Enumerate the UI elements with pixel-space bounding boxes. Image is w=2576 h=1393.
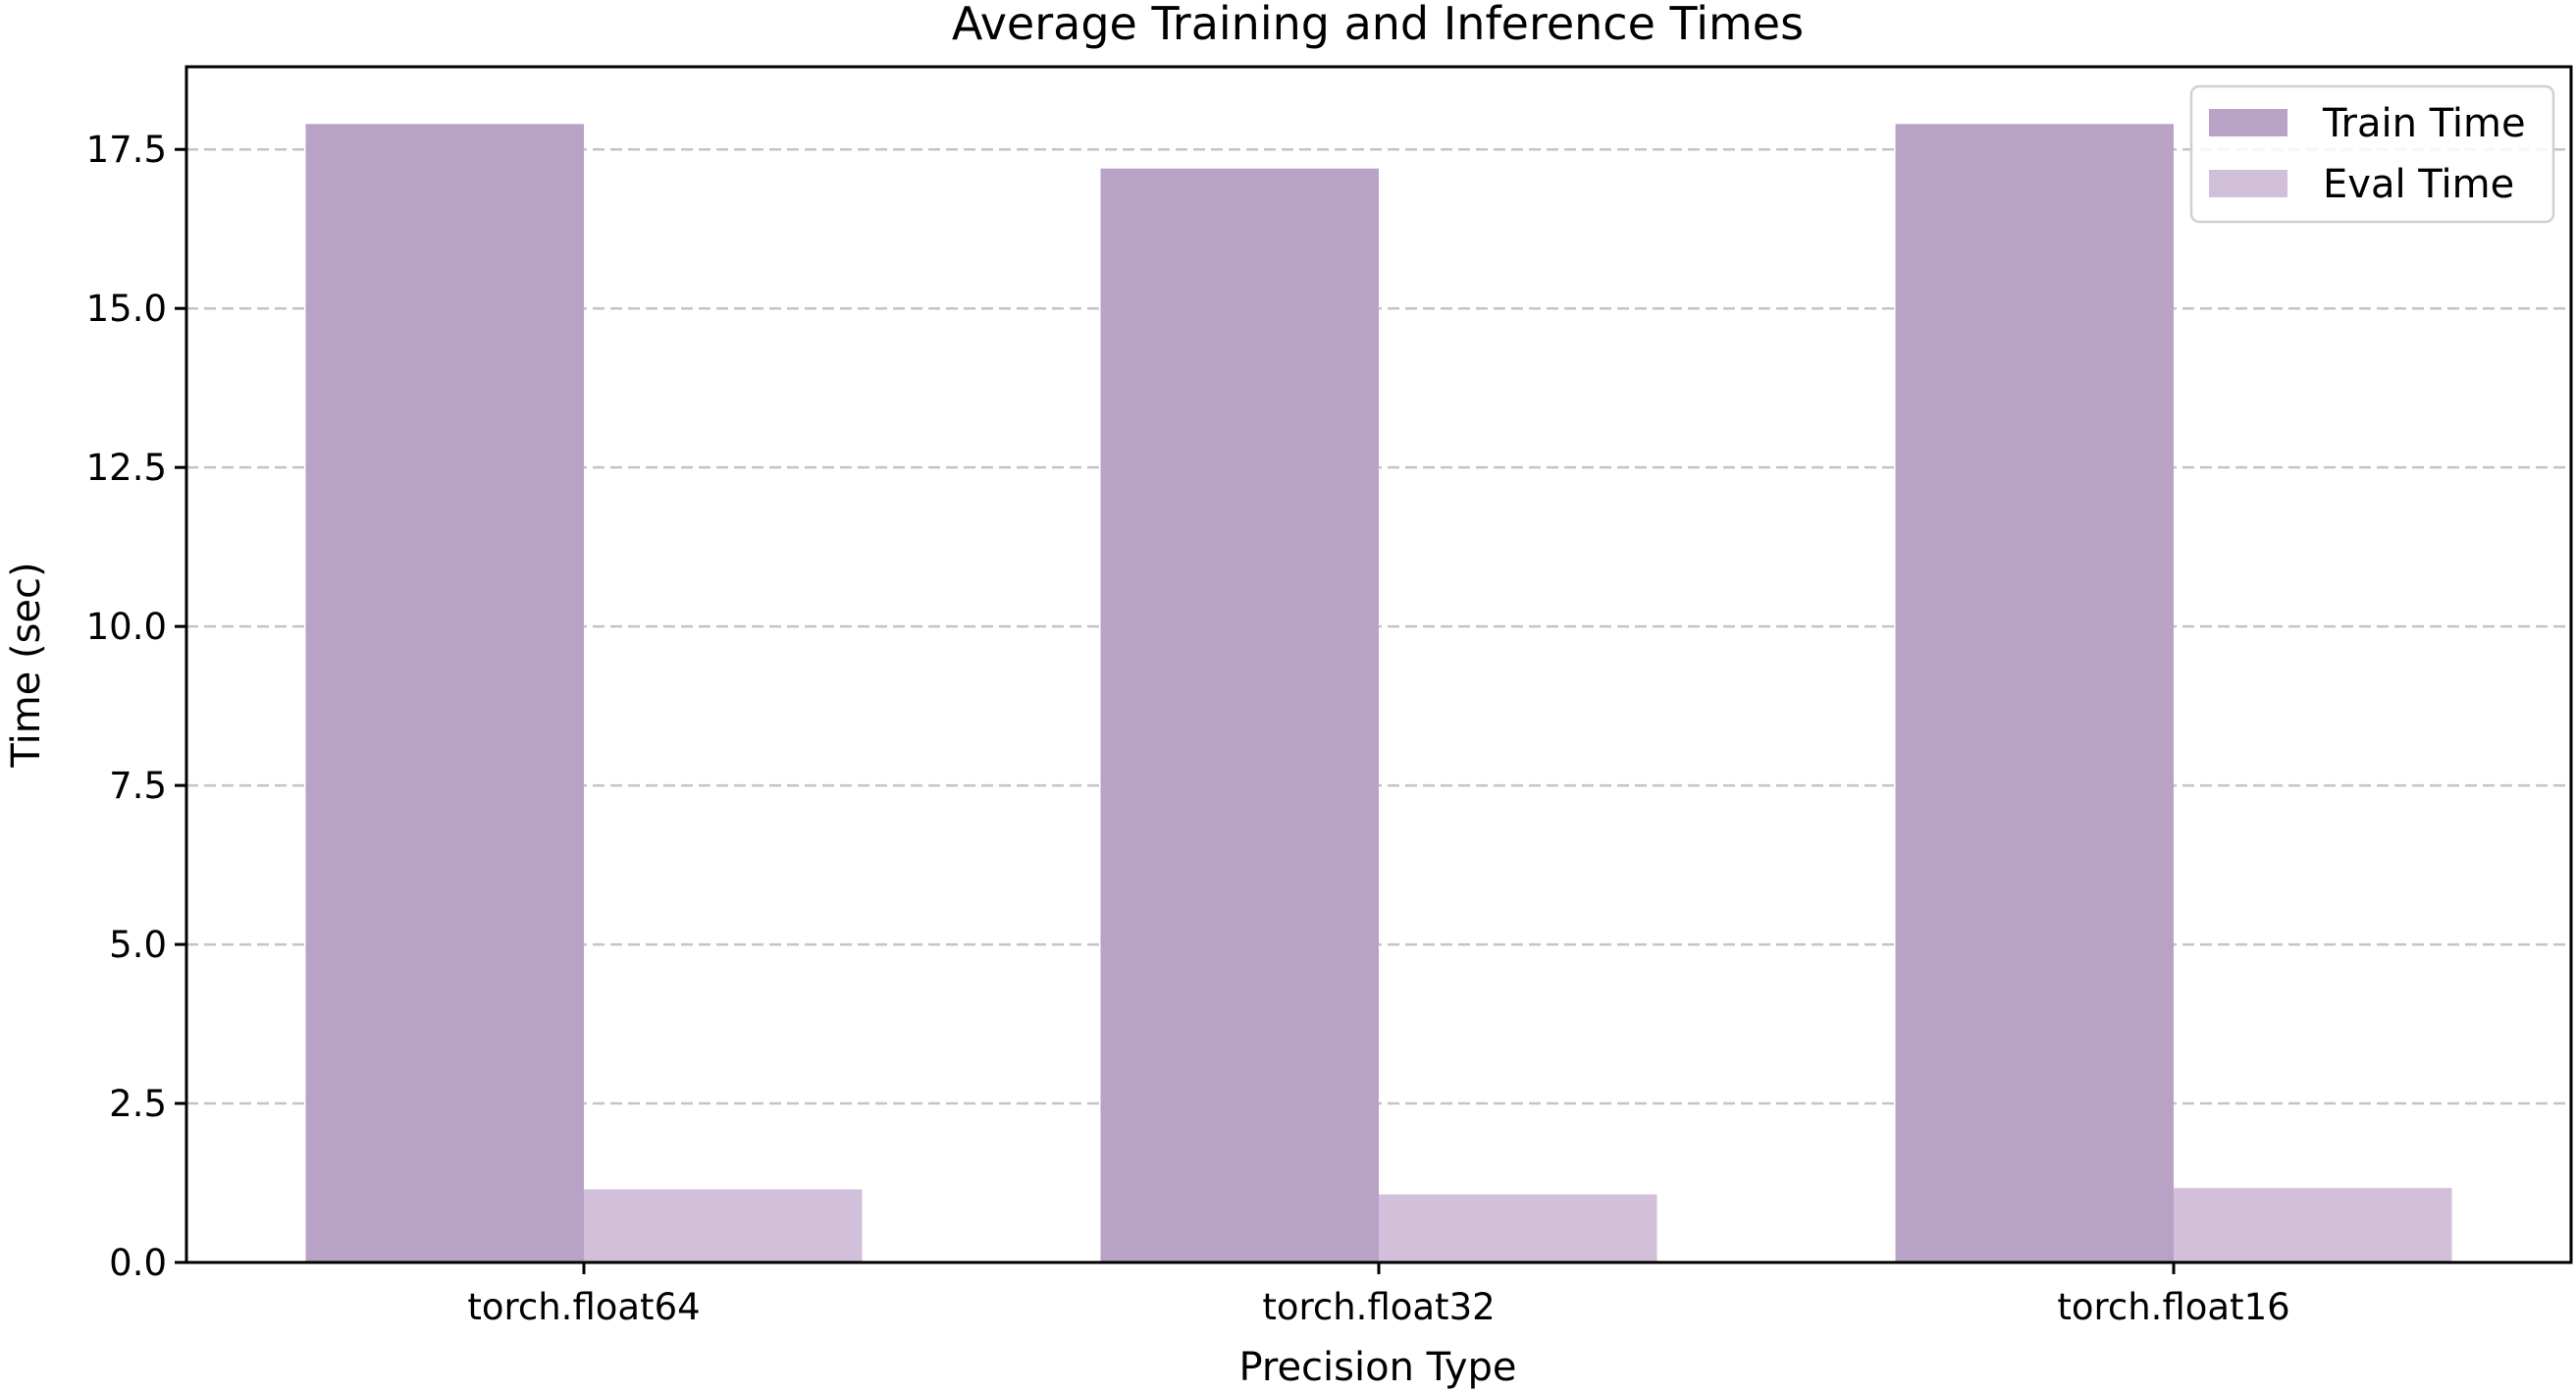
bars [305, 124, 2452, 1263]
legend: Train Time Eval Time [2189, 84, 2555, 224]
x-axis-ticks: torch.float64 torch.float32 torch.float16 [467, 1262, 2290, 1328]
x-axis-label: Precision Type [1238, 1345, 1516, 1390]
y-tick-label: 2.5 [109, 1083, 167, 1125]
legend-label: Eval Time [2323, 162, 2514, 207]
y-tick-label: 7.5 [109, 765, 167, 807]
bar-eval-1 [1379, 1194, 1657, 1262]
chart-title: Average Training and Inference Times [952, 0, 1804, 50]
legend-swatch [2209, 109, 2287, 136]
y-axis-label: Time (sec) [4, 562, 49, 768]
bar-train-2 [1895, 124, 2174, 1263]
y-tick-label: 0.0 [109, 1242, 167, 1284]
y-tick-label: 15.0 [86, 288, 167, 330]
legend-label: Train Time [2322, 101, 2526, 146]
bar-train-0 [305, 124, 584, 1263]
y-tick-label: 17.5 [86, 129, 167, 171]
y-tick-label: 10.0 [86, 606, 167, 648]
y-axis-ticks: 0.0 2.5 5.0 7.5 10.0 12.5 15.0 17.5 [86, 129, 186, 1284]
x-tick-label: torch.float64 [467, 1286, 700, 1328]
x-tick-label: torch.float32 [1262, 1286, 1495, 1328]
y-tick-label: 5.0 [109, 924, 167, 966]
bar-eval-2 [2174, 1188, 2452, 1262]
bar-eval-0 [584, 1189, 863, 1262]
x-tick-label: torch.float16 [2057, 1286, 2289, 1328]
y-tick-label: 12.5 [86, 447, 167, 489]
bar-train-1 [1100, 168, 1379, 1263]
legend-swatch [2209, 170, 2287, 197]
